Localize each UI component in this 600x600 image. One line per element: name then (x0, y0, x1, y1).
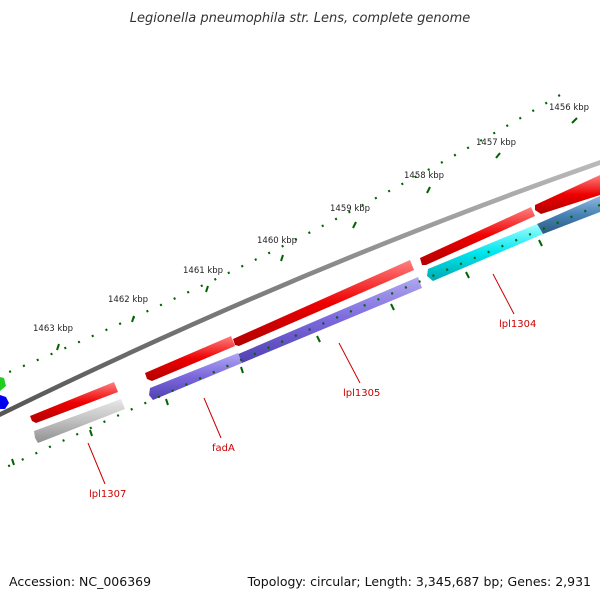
tick-1457 (495, 152, 501, 159)
ruler-label-1459: 1459 kbp (330, 204, 370, 214)
ruler-label-1457: 1457 kbp (476, 138, 516, 148)
tick-1461 (205, 285, 209, 293)
tick-1458 (426, 186, 431, 194)
cds-forward-1 (535, 175, 600, 214)
ruler-ticks (0, 94, 578, 378)
ruler-label-1463: 1463 kbp (33, 324, 73, 334)
gene-lpl1307 (34, 399, 125, 443)
cds-forward-4 (145, 336, 235, 381)
label-fadA[interactable]: fadA (212, 443, 235, 454)
inner-ruler-ticks (0, 203, 600, 471)
label-lpl1304[interactable]: lpl1304 (499, 319, 536, 330)
cds-forward-2 (420, 207, 535, 265)
ruler-label-1456: 1456 kbp (549, 103, 589, 113)
genome-summary-text: Topology: circular; Length: 3,345,687 bp… (247, 574, 591, 589)
ruler-label-1460: 1460 kbp (257, 236, 297, 246)
genome-backbone (0, 160, 600, 417)
accession-text: Accession: NC_006369 (9, 574, 152, 589)
ruler-label-1462: 1462 kbp (108, 295, 148, 305)
tick-1459 (352, 221, 357, 229)
tick-1462 (131, 315, 135, 323)
ruler-label-1458: 1458 kbp (404, 171, 444, 181)
label-leaders (87, 273, 515, 485)
gene-next-gene (537, 196, 600, 234)
tick-1456 (571, 117, 578, 124)
edge-feature-green (0, 377, 6, 391)
gene-lpl1305 (236, 277, 422, 363)
label-lpl1307[interactable]: lpl1307 (89, 489, 126, 500)
forward-strand (30, 175, 600, 423)
gene-fadA (149, 353, 242, 400)
gene-lpl1304 (427, 224, 543, 281)
edge-feature-blue (0, 395, 9, 409)
cds-forward-5 (30, 382, 118, 423)
ruler-label-1461: 1461 kbp (183, 266, 223, 276)
cds-forward-3 (233, 260, 414, 346)
label-lpl1305[interactable]: lpl1305 (343, 388, 380, 399)
map-title: Legionella pneumophila str. Lens, comple… (130, 11, 471, 26)
tick-1463 (56, 343, 60, 351)
tick-1460 (280, 254, 284, 262)
